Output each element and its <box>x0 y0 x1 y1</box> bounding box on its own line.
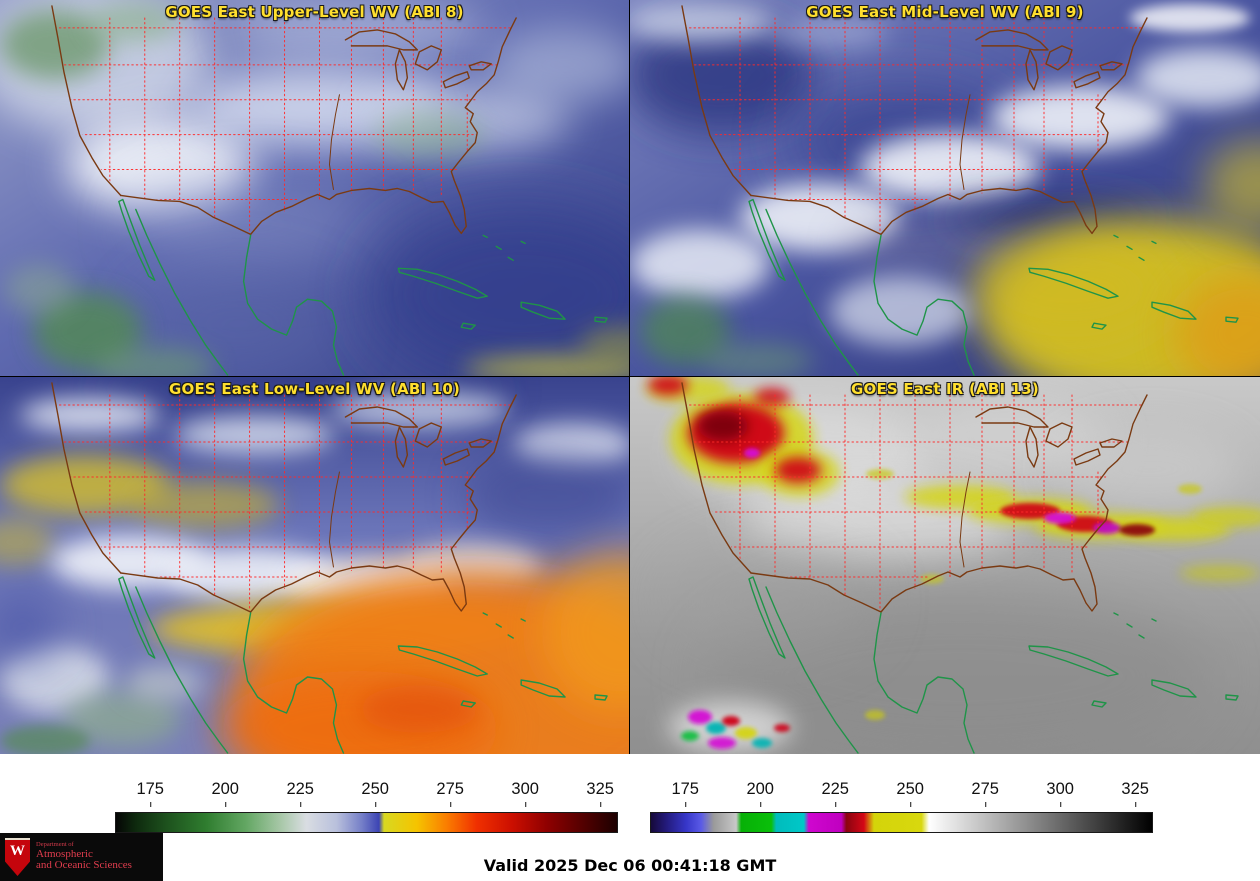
ir-cloud-field <box>646 377 1260 754</box>
colorbar-tick-label: 300 <box>1046 780 1074 807</box>
colorbar-tick-label: 250 <box>896 780 924 807</box>
wv-colorbar: 175 200 225 250 275 300 325 <box>115 780 618 840</box>
panel-title-upper-level-wv: GOES East Upper-Level WV (ABI 8) <box>165 3 464 21</box>
satellite-panel-ir: GOES East IR (ABI 13) <box>630 377 1260 754</box>
colorbar-tick-label: 225 <box>821 780 849 807</box>
satellite-panel-mid-level-wv: GOES East Mid-Level WV (ABI 9) <box>630 0 1260 376</box>
panel-grid: GOES East Upper-Level WV (ABI 8) <box>0 0 1260 754</box>
panel-title-low-level-wv: GOES East Low-Level WV (ABI 10) <box>168 380 461 398</box>
colorbar-tick-label: 175 <box>671 780 699 807</box>
colorbar-tick-label: 175 <box>136 780 164 807</box>
colorbar-tick-label: 275 <box>971 780 999 807</box>
low-wv-cloud-field <box>0 377 629 754</box>
colorbar-tick-label: 275 <box>436 780 464 807</box>
colorbar-tick-label: 200 <box>211 780 239 807</box>
ir-colorbar: 175 200 225 250 275 300 325 <box>650 780 1153 840</box>
logo-dept-line: Department of <box>36 841 74 849</box>
mid-level-wv-image <box>630 0 1260 376</box>
colorbar-tick-label: 250 <box>361 780 389 807</box>
wv-colorbar-ticks: 175 200 225 250 275 300 325 <box>115 780 618 807</box>
valid-time-label: Valid 2025 Dec 06 00:41:18 GMT <box>483 856 777 875</box>
satellite-panel-low-level-wv: GOES East Low-Level WV (ABI 10) <box>0 377 629 754</box>
logo-line-oceanic: and Oceanic Sciences <box>36 859 132 872</box>
ir-colorbar-ticks: 175 200 225 250 275 300 325 <box>650 780 1153 807</box>
panel-title-mid-level-wv: GOES East Mid-Level WV (ABI 9) <box>806 3 1084 21</box>
footer: 175 200 225 250 275 300 325 175 200 225 … <box>0 754 1260 881</box>
logo-line-atmospheric: Atmospheric <box>36 847 93 860</box>
upper-level-wv-image <box>0 0 629 376</box>
uw-crest-icon: W <box>5 838 30 876</box>
colorbar-tick-label: 300 <box>511 780 539 807</box>
wv-colorbar-gradient <box>115 812 618 833</box>
upper-wv-cloud-field <box>0 0 629 376</box>
low-level-wv-image <box>0 377 629 754</box>
colorbar-tick-label: 200 <box>746 780 774 807</box>
ir-image <box>630 377 1260 754</box>
colorbar-tick-label: 225 <box>286 780 314 807</box>
uw-aos-logo: W Department of Atmospheric and Oceanic … <box>0 833 163 881</box>
panel-title-ir: GOES East IR (ABI 13) <box>850 380 1039 398</box>
mid-wv-cloud-field <box>630 2 1260 376</box>
satellite-panel-upper-level-wv: GOES East Upper-Level WV (ABI 8) <box>0 0 629 376</box>
ir-colorbar-gradient <box>650 812 1153 833</box>
colorbar-tick-label: 325 <box>1121 780 1149 807</box>
uw-aos-logo-text: Department of Atmospheric and Oceanic Sc… <box>36 841 132 872</box>
colorbar-tick-label: 325 <box>586 780 614 807</box>
